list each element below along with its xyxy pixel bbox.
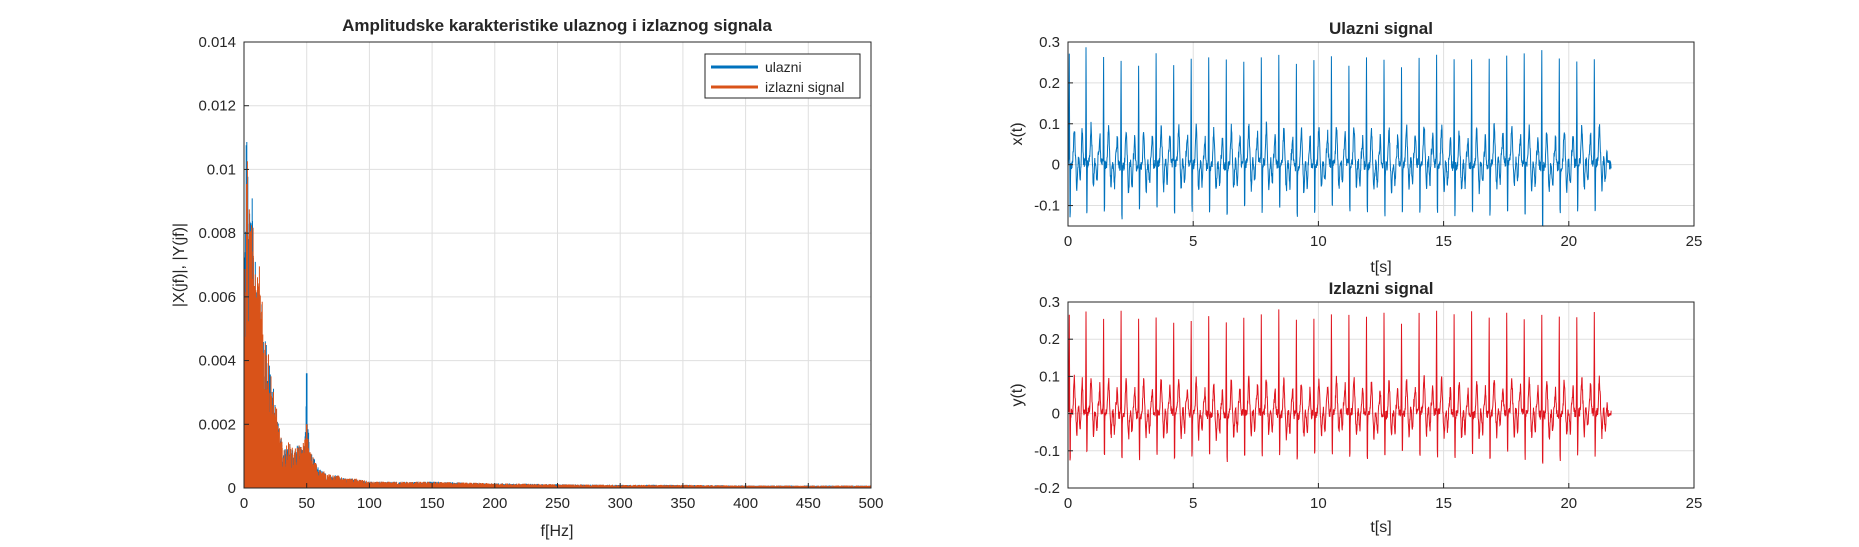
y-tick-label: 0 (1052, 406, 1060, 423)
x-tick-label: 150 (420, 495, 445, 512)
legend-box (704, 53, 861, 99)
input-y-label: x(t) (1009, 122, 1026, 145)
output-signal-line (1067, 309, 1612, 464)
y-tick-label: 0.012 (198, 98, 236, 115)
input-signal-axes: 0 5 10 15 20 25 -0.1 0 0.1 0.2 0.3 Ulazni signal t… (1009, 19, 1702, 276)
input-ticks: 0 5 10 15 20 25 -0.1 0 0.1 0.2 0.3 (1034, 34, 1702, 250)
x-tick-label: 5 (1189, 233, 1197, 250)
x-tick-label: 20 (1560, 233, 1577, 250)
x-tick-label: 0 (1064, 495, 1072, 512)
legend-label-izlazni-signal: izlazni signal (765, 79, 844, 95)
x-tick-label: 450 (796, 495, 821, 512)
y-tick-label: 0.002 (198, 416, 236, 433)
input-x-label: t[s] (1370, 259, 1391, 276)
x-tick-label: 300 (608, 495, 633, 512)
x-tick-label: 10 (1310, 233, 1327, 250)
x-tick-label: 15 (1435, 495, 1452, 512)
y-tick-label: 0.006 (198, 289, 236, 306)
x-tick-label: 5 (1189, 495, 1197, 512)
output-y-label: y(t) (1009, 383, 1026, 406)
spectrum-ticks: 0 50 100 150 200 250 300 350 400 450 500 0 0.002 0.00… (198, 34, 883, 512)
input-axes-box (1067, 41, 1695, 227)
y-tick-label: -0.1 (1034, 198, 1060, 215)
x-tick-label: 0 (240, 495, 248, 512)
output-signal-axes: 0 5 10 15 20 25 -0.2 -0.1 0 0.1 0.2 0.3 Izlazni sig… (1009, 279, 1702, 536)
input-signal-line (1067, 47, 1612, 227)
x-tick-label: 500 (858, 495, 883, 512)
y-tick-label: 0.01 (207, 161, 236, 178)
y-tick-label: 0.014 (198, 34, 236, 51)
y-tick-label: 0 (1052, 157, 1060, 174)
x-tick-label: 10 (1310, 495, 1327, 512)
output-x-label: t[s] (1370, 519, 1391, 536)
x-tick-label: 200 (482, 495, 507, 512)
spectrum-title: Amplitudske karakteristike ulaznog i izl… (342, 16, 772, 35)
y-tick-label: 0.3 (1039, 34, 1060, 51)
legend-label-ulazni: ulazni (765, 59, 802, 75)
input-title: Ulazni signal (1329, 19, 1433, 38)
spectrum-y-label: |X(jf)|, |Y(jf)| (171, 223, 188, 307)
y-tick-label: 0.008 (198, 225, 236, 242)
y-tick-label: 0.3 (1039, 294, 1060, 311)
x-tick-label: 50 (298, 495, 315, 512)
output-ticks: 0 5 10 15 20 25 -0.2 -0.1 0 0.1 0.2 0.3 (1034, 294, 1702, 512)
y-tick-label: 0.2 (1039, 75, 1060, 92)
x-tick-label: 25 (1686, 495, 1703, 512)
output-title: Izlazni signal (1329, 279, 1434, 298)
x-tick-label: 20 (1560, 495, 1577, 512)
x-tick-label: 25 (1686, 233, 1703, 250)
y-tick-label: 0.1 (1039, 116, 1060, 133)
y-tick-label: 0.1 (1039, 368, 1060, 385)
spectrum-legend: ulazni izlazni signal (704, 53, 861, 99)
y-tick-label: -0.1 (1034, 443, 1060, 460)
x-tick-label: 250 (545, 495, 570, 512)
x-tick-label: 15 (1435, 233, 1452, 250)
x-tick-label: 350 (670, 495, 695, 512)
y-tick-label: 0.2 (1039, 331, 1060, 348)
spectrum-x-label: f[Hz] (541, 523, 574, 540)
output-series (1067, 309, 1612, 464)
x-tick-label: 100 (357, 495, 382, 512)
y-tick-label: 0 (228, 480, 236, 497)
x-tick-label: 0 (1064, 233, 1072, 250)
x-tick-label: 400 (733, 495, 758, 512)
y-tick-label: -0.2 (1034, 480, 1060, 497)
input-series (1067, 47, 1612, 227)
y-tick-label: 0.004 (198, 353, 236, 370)
output-axes-box (1067, 301, 1695, 489)
spectrum-axes: 0 50 100 150 200 250 300 350 400 450 500 0 0.002 0.00… (171, 16, 884, 540)
input-plot-area (1068, 42, 1694, 226)
